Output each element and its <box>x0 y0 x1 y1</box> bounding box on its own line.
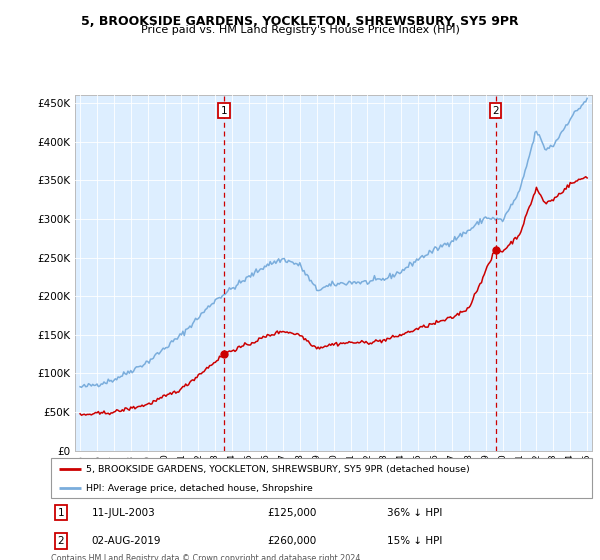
FancyBboxPatch shape <box>51 458 592 498</box>
Text: 1: 1 <box>58 507 64 517</box>
Text: 5, BROOKSIDE GARDENS, YOCKLETON, SHREWSBURY, SY5 9PR (detached house): 5, BROOKSIDE GARDENS, YOCKLETON, SHREWSB… <box>86 465 470 474</box>
Text: 2: 2 <box>492 106 499 116</box>
Text: 11-JUL-2003: 11-JUL-2003 <box>92 507 155 517</box>
Text: Price paid vs. HM Land Registry's House Price Index (HPI): Price paid vs. HM Land Registry's House … <box>140 25 460 35</box>
Text: £260,000: £260,000 <box>268 536 317 547</box>
Text: 1: 1 <box>221 106 227 116</box>
Text: 15% ↓ HPI: 15% ↓ HPI <box>386 536 442 547</box>
Text: 02-AUG-2019: 02-AUG-2019 <box>92 536 161 547</box>
Text: 5, BROOKSIDE GARDENS, YOCKLETON, SHREWSBURY, SY5 9PR: 5, BROOKSIDE GARDENS, YOCKLETON, SHREWSB… <box>81 15 519 27</box>
Text: £125,000: £125,000 <box>268 507 317 517</box>
Text: HPI: Average price, detached house, Shropshire: HPI: Average price, detached house, Shro… <box>86 484 313 493</box>
Text: 2: 2 <box>58 536 64 547</box>
Text: 36% ↓ HPI: 36% ↓ HPI <box>386 507 442 517</box>
Text: Contains HM Land Registry data © Crown copyright and database right 2024.
This d: Contains HM Land Registry data © Crown c… <box>51 554 363 560</box>
